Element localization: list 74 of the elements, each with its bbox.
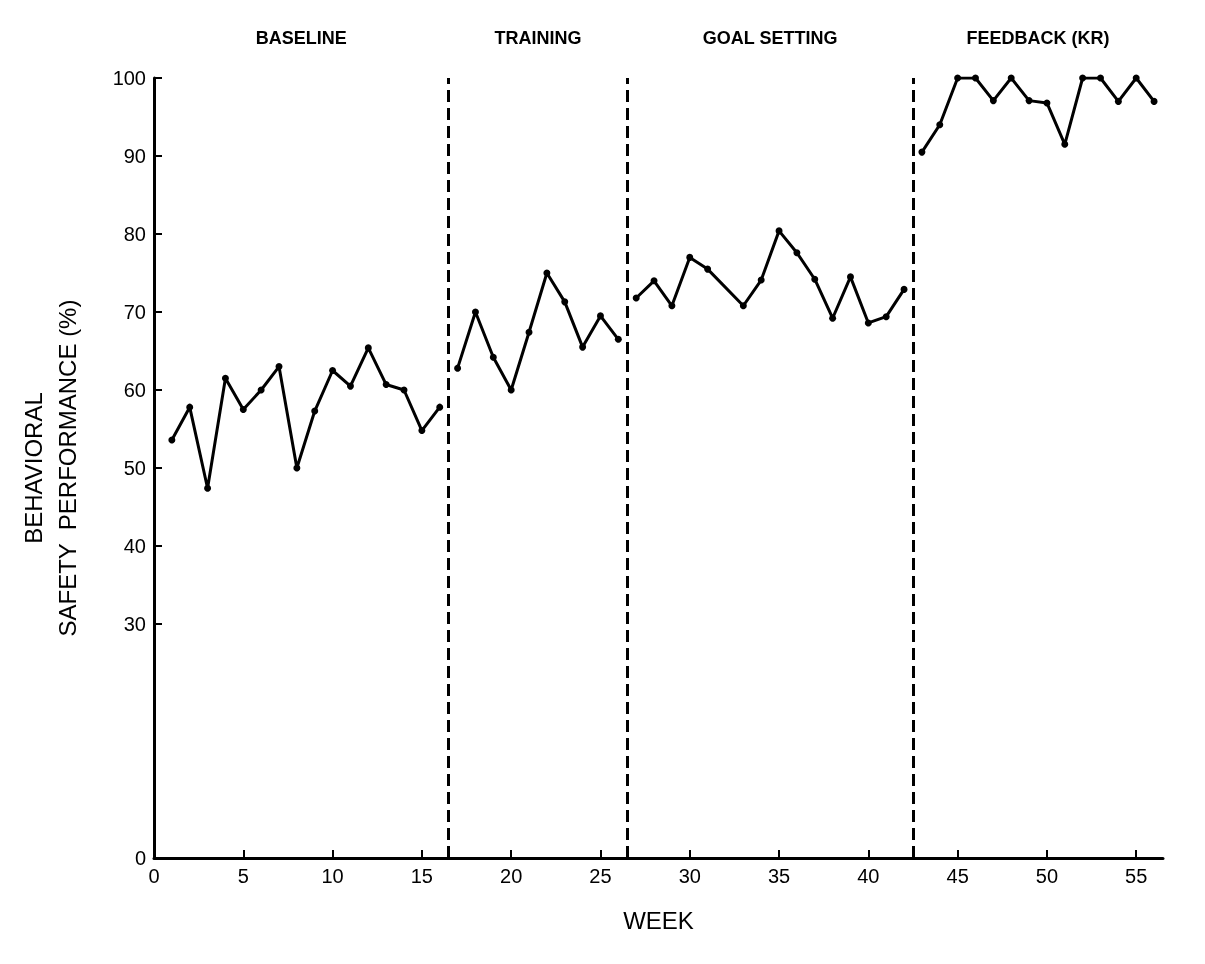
point	[614, 335, 622, 343]
point	[1007, 74, 1015, 82]
point	[846, 273, 854, 281]
y-tick-label: 90	[123, 145, 146, 167]
point	[186, 403, 194, 411]
x-tick-label: 10	[321, 865, 344, 887]
point	[1114, 97, 1122, 105]
point	[596, 312, 604, 320]
x-axis-title: WEEK	[623, 906, 694, 934]
y-tick-label: 50	[123, 457, 146, 479]
point	[311, 407, 319, 415]
point	[686, 253, 694, 261]
point	[1061, 140, 1069, 148]
point	[418, 427, 426, 435]
point	[1150, 97, 1158, 105]
point	[239, 406, 247, 413]
point	[204, 484, 212, 492]
point	[900, 285, 908, 293]
point	[561, 298, 569, 306]
y-tick-label: 0	[134, 847, 146, 869]
point	[364, 344, 372, 352]
point	[436, 403, 444, 411]
point	[936, 121, 944, 129]
point	[989, 97, 997, 105]
text: GOAL SETTING	[702, 28, 838, 48]
text: TRAINING	[494, 28, 582, 48]
point	[882, 313, 890, 321]
x-tick-label: 45	[946, 865, 969, 887]
x-tick-label: 35	[767, 865, 791, 887]
y-tick-label: 70	[123, 301, 146, 323]
x-tick-label: 20	[500, 865, 523, 887]
point	[739, 302, 747, 310]
text: BASELINE	[255, 28, 347, 48]
point	[346, 382, 354, 390]
y-tick-label: 40	[123, 535, 146, 557]
point	[382, 381, 390, 389]
point	[650, 277, 658, 285]
y-tick-label: 80	[123, 223, 146, 245]
x-tick-label: 50	[1035, 865, 1059, 887]
point	[1079, 74, 1087, 82]
point	[757, 276, 765, 284]
point	[864, 319, 872, 327]
point	[221, 374, 229, 382]
y-tick-label: 30	[123, 613, 146, 635]
point	[329, 367, 337, 374]
x-tick-label: 25	[589, 865, 612, 887]
text: FEEDBACK (KR)	[966, 28, 1110, 48]
y-tick-label: 100	[112, 67, 146, 89]
point	[1025, 97, 1033, 105]
y-axis-title: BEHAVIORAL SAFETY PERFORMANCE (%)	[19, 299, 81, 637]
point	[275, 363, 283, 371]
point	[1132, 74, 1140, 82]
point	[668, 302, 676, 310]
point	[954, 74, 962, 82]
point	[1097, 74, 1104, 82]
x-tick-label: 0	[148, 865, 160, 887]
x-tick-label: 15	[410, 865, 433, 887]
point	[579, 343, 587, 351]
x-tick-label: 55	[1125, 865, 1148, 887]
x-tick-label: 30	[678, 865, 701, 887]
point	[471, 308, 479, 316]
point	[829, 314, 837, 322]
point	[704, 265, 712, 273]
point	[811, 275, 819, 283]
x-tick-label: 5	[237, 865, 249, 887]
point	[168, 436, 176, 444]
point	[632, 294, 640, 302]
x-tick-label: 40	[857, 865, 880, 887]
point	[971, 74, 979, 82]
point	[793, 249, 801, 257]
point	[525, 328, 533, 336]
point	[489, 353, 497, 361]
point	[454, 364, 462, 372]
y-tick-label: 60	[123, 379, 146, 401]
